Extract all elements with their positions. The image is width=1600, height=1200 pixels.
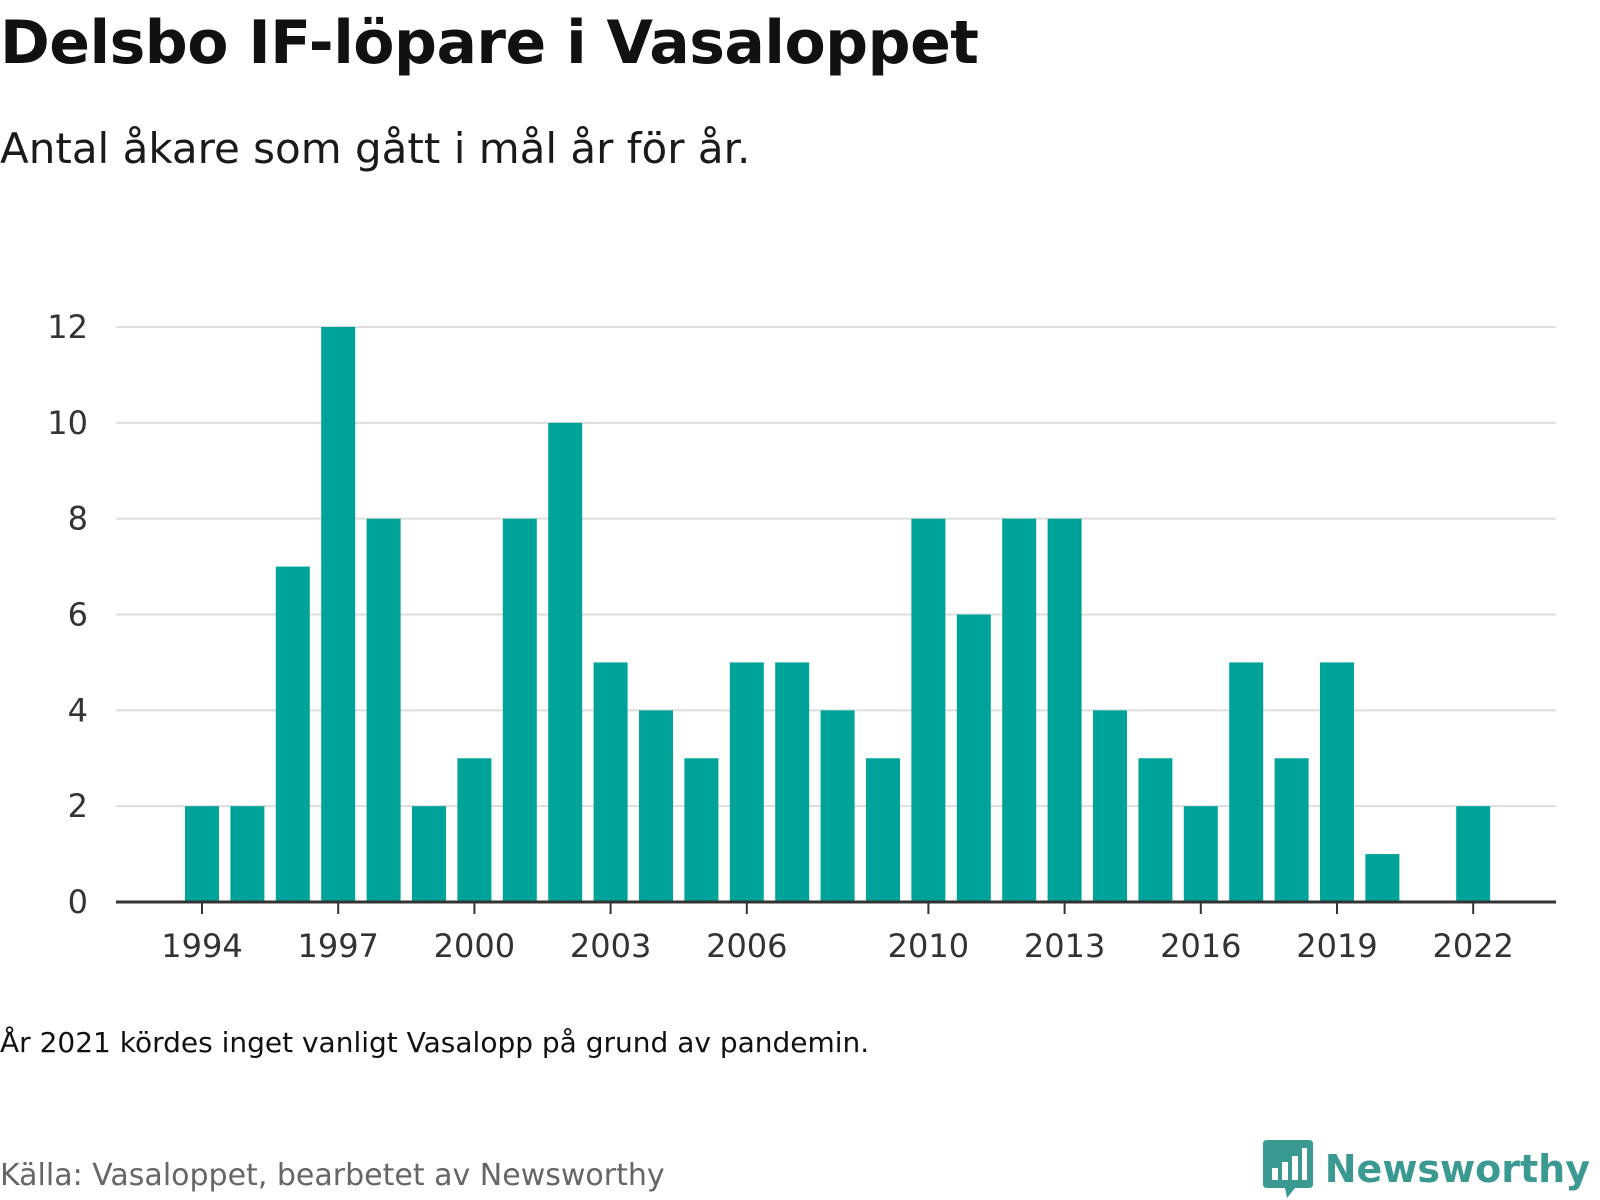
bar-2001 [502,518,537,902]
bar-1998 [366,518,401,902]
bar-2007 [775,662,810,902]
x-tick-label: 2000 [434,927,515,965]
bar-2010 [911,518,946,902]
y-tick-label: 12 [47,308,88,346]
bar-2006 [729,662,764,902]
x-tick-label: 2022 [1432,927,1513,965]
bar-2017 [1229,662,1264,902]
bar-2002 [548,422,583,902]
bar-2011 [956,614,991,902]
bar-1994 [185,806,219,902]
bar-2013 [1047,518,1082,902]
x-tick-label: 2013 [1024,927,1105,965]
x-tick-label: 1994 [161,927,242,965]
bar-2020 [1365,854,1400,902]
bar-chart-speech-bubble-icon [1262,1140,1313,1198]
x-tick-label: 2019 [1296,927,1377,965]
source-credit: Källa: Vasaloppet, bearbetet av Newswort… [0,1158,665,1193]
bar-chart: 0 2 4 6 8 10 12 1994 1997 2000 2003 2006 2010 2013 20… [47,308,1556,965]
bars [185,327,1491,902]
brand-name: Newsworthy [1324,1147,1590,1191]
bar-2004 [639,710,673,902]
brand-logo[interactable]: Newsworthy [1262,1140,1590,1198]
x-tick-label: 1997 [297,927,378,965]
bar-2000 [457,758,492,902]
bar-2014 [1093,710,1127,902]
x-tick-label: 2010 [888,927,969,965]
x-axis: 1994 1997 2000 2003 2006 2010 2013 2016 2019 2022 [116,900,1556,965]
bar-1996 [275,566,310,902]
y-tick-label: 0 [68,883,88,921]
y-tick-label: 2 [68,787,88,825]
bar-2008 [820,710,855,902]
y-tick-label: 8 [68,500,88,538]
bar-2009 [866,758,900,902]
x-tick-label: 2016 [1160,927,1241,965]
bar-2022 [1456,806,1491,902]
chart-note: År 2021 kördes inget vanligt Vasalopp på… [0,1026,870,1059]
y-tick-label: 6 [68,596,88,634]
bar-2015 [1138,758,1173,902]
chart-title: Delsbo IF-löpare i Vasaloppet [0,8,979,78]
bar-2018 [1274,758,1309,902]
y-tick-label: 4 [68,691,88,729]
bar-2019 [1320,662,1354,902]
bar-1999 [412,806,446,902]
bar-2012 [1002,518,1037,902]
x-tick-label: 2003 [570,927,651,965]
y-tick-label: 10 [47,404,88,442]
y-axis-ticks: 0 2 4 6 8 10 12 [47,308,88,921]
bar-2003 [593,662,628,902]
bar-1995 [230,806,265,902]
bar-2016 [1183,806,1218,902]
chart-subtitle: Antal åkare som gått i mål år för år. [0,124,751,173]
bar-2005 [684,758,719,902]
x-tick-label: 2006 [706,927,787,965]
bar-1997 [321,327,356,902]
